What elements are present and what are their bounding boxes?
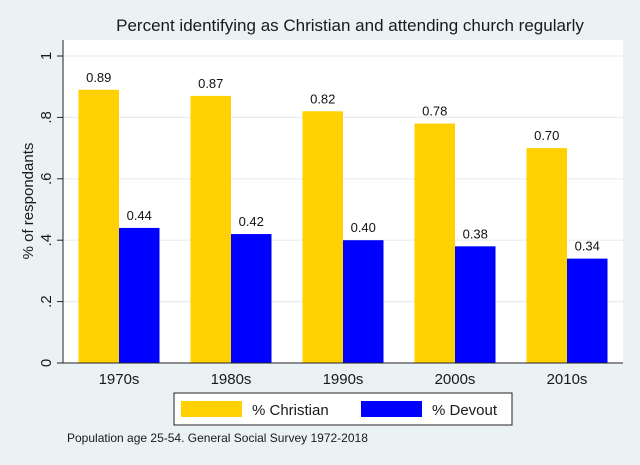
y-axis-label: % of respondants [20, 143, 37, 260]
bar-value-label: 0.87 [198, 76, 223, 91]
bar-devout-1980s [231, 234, 272, 363]
x-tick-label: 1990s [323, 371, 364, 388]
value-labels: 0.89 0.44 0.87 0.42 0.82 0.40 0.78 0.38 0.70 0.34 [86, 70, 600, 254]
bar-value-label: 0.40 [351, 220, 376, 235]
footnote: Population age 25-54. General Social Sur… [67, 431, 368, 445]
y-tick-label: .6 [38, 173, 55, 186]
bar-christian-2010s [526, 148, 567, 363]
bar-value-label: 0.89 [86, 70, 111, 85]
x-tick-label: 1980s [211, 371, 252, 388]
bar-devout-2010s [567, 258, 608, 363]
bar-value-label: 0.44 [127, 208, 152, 223]
y-tick-label: .2 [38, 295, 55, 308]
bar-devout-1970s [119, 227, 160, 363]
bar-value-label: 0.42 [239, 214, 264, 229]
bar-value-label: 0.34 [575, 239, 600, 254]
bar-value-label: 0.70 [534, 128, 559, 143]
y-tick-label: 1 [38, 52, 55, 60]
x-tick-label: 2000s [435, 371, 476, 388]
legend-swatch-christian [181, 401, 242, 417]
bar-value-label: 0.78 [422, 104, 447, 119]
bar-devout-2000s [455, 246, 496, 363]
bar-value-label: 0.82 [310, 91, 335, 106]
bar-christian-2000s [414, 123, 455, 363]
legend: % Christian % Devout [173, 392, 513, 426]
bar-devout-1990s [343, 240, 384, 363]
legend-swatch-devout [361, 401, 422, 417]
bar-christian-1980s [190, 95, 231, 363]
y-tick-label: .8 [38, 111, 55, 124]
y-ticks: 0 .2 .4 .6 .8 1 [38, 52, 63, 367]
x-tick-label: 2010s [547, 371, 588, 388]
x-tick-labels: 1970s 1980s 1990s 2000s 2010s [99, 371, 588, 388]
bar-christian-1990s [302, 111, 343, 363]
y-tick-label: 0 [38, 359, 55, 367]
legend-label-christian: % Christian [252, 402, 329, 419]
bars [78, 89, 608, 364]
x-tick-label: 1970s [99, 371, 140, 388]
bar-christian-1970s [78, 89, 119, 364]
chart-title: Percent identifying as Christian and att… [116, 16, 584, 35]
bar-value-label: 0.38 [463, 226, 488, 241]
legend-label-devout: % Devout [432, 402, 498, 419]
y-tick-label: .4 [38, 234, 55, 247]
